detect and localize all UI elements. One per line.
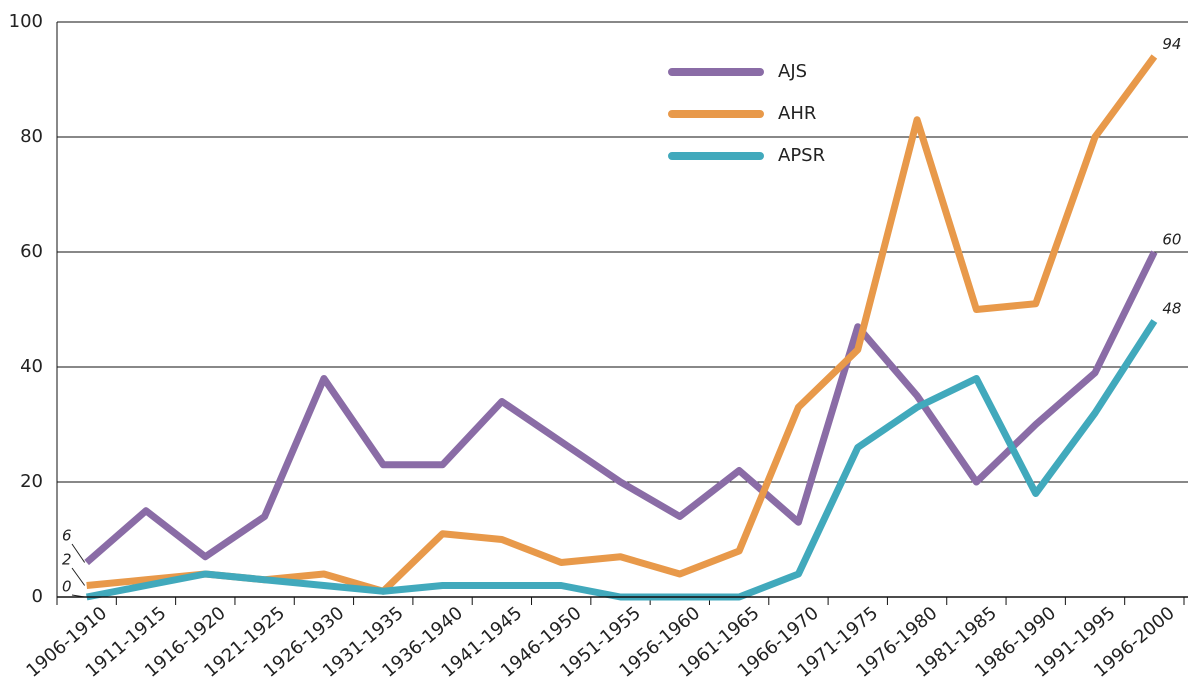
value-label: 48 xyxy=(1162,300,1181,318)
legend-label: APSR xyxy=(778,145,825,166)
leader-line xyxy=(71,543,86,563)
leader-line xyxy=(71,567,86,586)
value-label: 94 xyxy=(1162,35,1181,53)
y-tick-label: 100 xyxy=(9,11,43,32)
value-label: 60 xyxy=(1162,231,1181,249)
y-tick-label: 20 xyxy=(20,471,43,492)
y-tick-label: 60 xyxy=(20,241,43,262)
value-label: 0 xyxy=(62,578,72,596)
y-tick-label: 40 xyxy=(20,356,43,377)
series-line xyxy=(84,250,1158,566)
legend-label: AJS xyxy=(778,61,807,82)
y-tick-label: 0 xyxy=(32,586,43,607)
value-label: 2 xyxy=(62,551,72,569)
value-label: 6 xyxy=(62,527,72,545)
y-tick-label: 80 xyxy=(20,126,43,147)
legend-label: AHR xyxy=(778,103,816,124)
